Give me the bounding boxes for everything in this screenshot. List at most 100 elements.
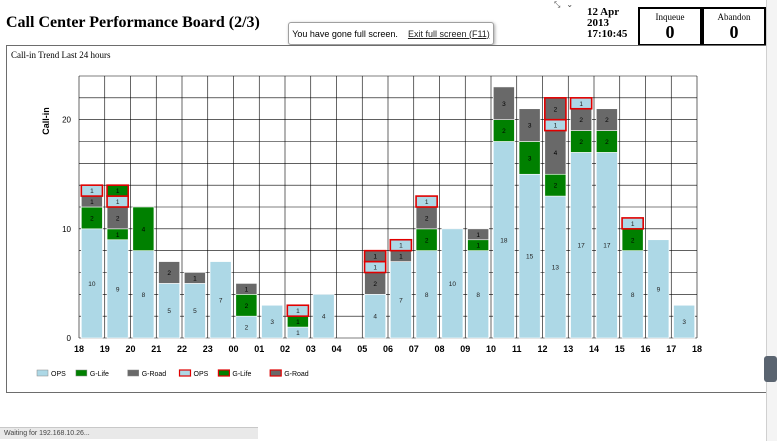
- bar-value-label: 1: [579, 101, 583, 108]
- y-axis-label: Call-in: [41, 107, 51, 135]
- bar-value-label: 18: [500, 237, 508, 244]
- bar-segment: [158, 261, 180, 284]
- bar-value-label: 1: [116, 199, 120, 206]
- bar-value-label: 17: [578, 243, 586, 250]
- x-tick-label: 23: [203, 344, 213, 354]
- bar-value-label: 2: [245, 325, 249, 332]
- legend-label: G-Road: [284, 371, 309, 378]
- bar-value-label: 1: [116, 188, 120, 195]
- x-tick-label: 21: [151, 344, 161, 354]
- bar-value-label: 2: [554, 106, 558, 113]
- x-tick-label: 15: [615, 344, 625, 354]
- bar-segment: [467, 228, 489, 241]
- x-tick-label: 22: [177, 344, 187, 354]
- bar-segment: [569, 97, 593, 110]
- vertical-scrollbar[interactable]: [766, 0, 777, 441]
- x-tick-label: 20: [125, 344, 135, 354]
- x-tick-label: 18: [692, 344, 702, 354]
- x-tick-label: 04: [331, 344, 341, 354]
- legend-swatch: [217, 369, 230, 377]
- x-tick-label: 19: [100, 344, 110, 354]
- bar-segment: [235, 283, 258, 295]
- restore-icon[interactable]: ⤡: [554, 0, 561, 9]
- x-tick-label: 07: [409, 344, 419, 354]
- legend-swatch: [269, 369, 282, 377]
- x-tick-label: 06: [383, 344, 393, 354]
- bar-value-label: 1: [296, 308, 300, 315]
- bar-segment: [184, 272, 206, 284]
- bar-value-label: 10: [88, 281, 96, 288]
- bar-value-label: 3: [270, 319, 274, 326]
- bar-value-label: 7: [399, 297, 403, 304]
- bar-value-label: 2: [579, 117, 583, 124]
- bar-value-label: 4: [142, 226, 146, 233]
- bar-segment: [415, 195, 438, 208]
- bar-value-label: 1: [245, 286, 249, 293]
- bar-value-label: 1: [399, 254, 403, 261]
- y-tick-label: 0: [67, 334, 72, 343]
- exit-fullscreen-link[interactable]: Exit full screen (F11): [407, 28, 490, 39]
- x-tick-label: 01: [254, 344, 264, 354]
- status-bar: Waiting for 192.168.10.26...: [0, 427, 258, 439]
- x-tick-label: 00: [228, 344, 238, 354]
- bar-value-label: 1: [631, 221, 635, 228]
- bar-segment: [80, 184, 104, 197]
- bar-value-label: 1: [373, 265, 377, 272]
- legend-label: OPS: [51, 371, 66, 378]
- legend-swatch: [75, 369, 88, 377]
- bar-segment: [261, 304, 283, 339]
- bar-segment: [621, 217, 644, 230]
- bar-value-label: 2: [605, 139, 609, 146]
- bar-segment: [132, 206, 155, 251]
- bar-value-label: 8: [425, 292, 429, 299]
- bar-value-label: 2: [425, 237, 429, 244]
- bar-segment: [312, 294, 335, 339]
- x-tick-label: 16: [640, 344, 650, 354]
- bar-value-label: 1: [90, 188, 94, 195]
- bar-value-label: 2: [502, 128, 506, 135]
- y-tick-label: 10: [62, 225, 71, 234]
- y-tick-label: 20: [62, 116, 71, 125]
- bar-value-label: 1: [425, 199, 429, 206]
- bar-value-label: 8: [142, 292, 146, 299]
- bar-value-label: 3: [528, 123, 532, 130]
- chevron-down-icon[interactable]: ⌄: [566, 0, 574, 9]
- x-tick-label: 13: [563, 344, 573, 354]
- x-tick-label: 02: [280, 344, 290, 354]
- bar-value-label: 1: [296, 319, 300, 326]
- x-tick-label: 14: [589, 344, 599, 354]
- bar-segment: [363, 249, 387, 263]
- abandon-value: 0: [729, 22, 739, 42]
- window-controls: ⤡ ⌄: [554, 0, 590, 10]
- bar-value-label: 2: [116, 215, 120, 222]
- abandon-label: Abandon: [717, 12, 751, 22]
- bar-value-label: 4: [373, 314, 377, 321]
- bar-segment: [673, 304, 695, 339]
- fullscreen-message: You have gone full screen.: [292, 28, 398, 39]
- legend-label: OPS: [194, 371, 209, 378]
- date-year: 2013: [587, 17, 609, 29]
- bar-value-label: 2: [373, 281, 377, 288]
- bar-value-label: 7: [219, 297, 223, 304]
- legend-label: G-Road: [142, 371, 167, 378]
- bar-value-label: 3: [528, 155, 532, 162]
- bar-value-label: 3: [682, 319, 686, 326]
- bar-segment: [441, 228, 464, 339]
- datetime-display: 12 Apr 2013 17:10:45: [587, 7, 627, 40]
- clock-time: 17:10:45: [587, 28, 628, 40]
- legend-swatch: [127, 369, 139, 377]
- bar-value-label: 2: [245, 303, 249, 310]
- bar-segment: [544, 97, 567, 121]
- bar-segment: [518, 108, 541, 142]
- bar-value-label: 2: [167, 270, 171, 277]
- date-day-month: 12 Apr: [587, 6, 620, 18]
- bar-value-label: 4: [554, 150, 558, 157]
- bar-value-label: 1: [116, 232, 120, 239]
- side-panel-tab[interactable]: [764, 356, 777, 382]
- bar-segment: [647, 239, 670, 339]
- x-tick-label: 08: [434, 344, 444, 354]
- bar-value-label: 2: [631, 237, 635, 244]
- inqueue-label: Inqueue: [655, 12, 685, 22]
- bar-segment: [596, 108, 618, 131]
